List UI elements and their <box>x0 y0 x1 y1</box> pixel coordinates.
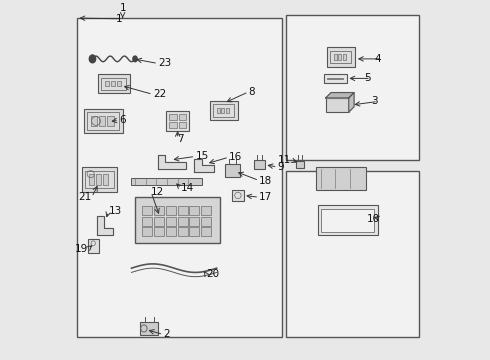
Bar <box>166 111 189 131</box>
Bar <box>177 206 188 215</box>
Bar <box>225 165 240 177</box>
Text: 21: 21 <box>78 192 92 202</box>
Text: 23: 23 <box>158 58 172 68</box>
Polygon shape <box>349 93 354 112</box>
Bar <box>201 217 211 226</box>
Bar <box>254 160 265 169</box>
Bar <box>190 228 199 236</box>
Text: 18: 18 <box>259 176 272 185</box>
Bar <box>326 48 355 67</box>
Bar <box>111 81 115 86</box>
Bar <box>221 108 224 113</box>
Bar <box>232 190 244 201</box>
Bar <box>105 81 109 86</box>
Bar <box>286 171 419 337</box>
Bar <box>326 98 349 112</box>
Ellipse shape <box>133 56 137 62</box>
Text: 3: 3 <box>371 96 378 107</box>
Text: 9: 9 <box>278 162 284 172</box>
Text: 16: 16 <box>229 152 242 162</box>
Bar <box>142 217 152 226</box>
Bar <box>131 179 202 185</box>
Bar <box>169 114 176 120</box>
Bar <box>190 206 199 215</box>
Bar <box>327 77 343 79</box>
Polygon shape <box>158 155 187 169</box>
Bar <box>91 116 97 126</box>
Bar <box>190 217 199 226</box>
Text: 17: 17 <box>259 192 272 202</box>
Bar <box>296 161 304 168</box>
Bar <box>201 206 211 215</box>
Text: 4: 4 <box>375 54 382 64</box>
Bar <box>166 228 176 236</box>
Text: 5: 5 <box>364 73 371 84</box>
Text: 10: 10 <box>367 213 380 224</box>
Text: 2: 2 <box>164 329 170 339</box>
Bar <box>99 116 105 126</box>
Bar <box>89 174 94 185</box>
Bar <box>166 206 176 215</box>
Bar <box>177 228 188 236</box>
Bar <box>166 217 176 226</box>
Bar <box>201 228 211 236</box>
Text: 19: 19 <box>75 244 88 254</box>
Bar <box>324 74 347 83</box>
Bar <box>117 81 121 86</box>
Bar <box>343 54 346 60</box>
Bar <box>177 217 188 226</box>
Bar <box>321 209 374 232</box>
Bar <box>107 116 114 126</box>
Bar <box>142 228 152 236</box>
Bar <box>316 167 366 190</box>
Bar <box>286 14 419 160</box>
Bar <box>154 228 164 236</box>
Bar <box>213 104 234 117</box>
Bar <box>226 108 229 113</box>
Text: 22: 22 <box>153 89 166 99</box>
Bar <box>142 206 152 215</box>
Ellipse shape <box>89 55 96 63</box>
Bar <box>101 77 126 90</box>
Bar <box>85 171 114 188</box>
Bar <box>103 174 108 185</box>
Bar <box>135 197 220 243</box>
Polygon shape <box>97 216 113 235</box>
Text: 11: 11 <box>278 155 291 165</box>
Polygon shape <box>195 158 214 172</box>
Text: 15: 15 <box>196 152 209 161</box>
Bar <box>330 51 351 63</box>
Bar <box>98 74 130 94</box>
Bar <box>334 54 337 60</box>
Bar <box>140 322 158 335</box>
Bar <box>210 100 238 120</box>
Text: 6: 6 <box>119 115 126 125</box>
Bar <box>154 217 164 226</box>
Text: 7: 7 <box>177 134 184 144</box>
Text: 14: 14 <box>181 183 195 193</box>
Bar <box>84 109 122 133</box>
Bar <box>339 54 342 60</box>
Text: 1: 1 <box>119 4 126 13</box>
Bar <box>179 122 187 128</box>
Bar <box>318 205 378 235</box>
Text: 13: 13 <box>108 206 122 216</box>
Bar <box>169 122 176 128</box>
Bar <box>179 114 187 120</box>
Text: 20: 20 <box>206 269 219 279</box>
Bar <box>88 239 98 253</box>
Bar <box>217 108 220 113</box>
Bar <box>154 206 164 215</box>
Text: 1: 1 <box>116 14 122 24</box>
Bar <box>96 174 101 185</box>
Bar <box>82 167 117 192</box>
Text: 8: 8 <box>248 87 255 97</box>
Bar <box>76 18 282 337</box>
Text: 12: 12 <box>151 187 164 197</box>
Polygon shape <box>326 93 354 98</box>
Bar <box>87 112 119 130</box>
